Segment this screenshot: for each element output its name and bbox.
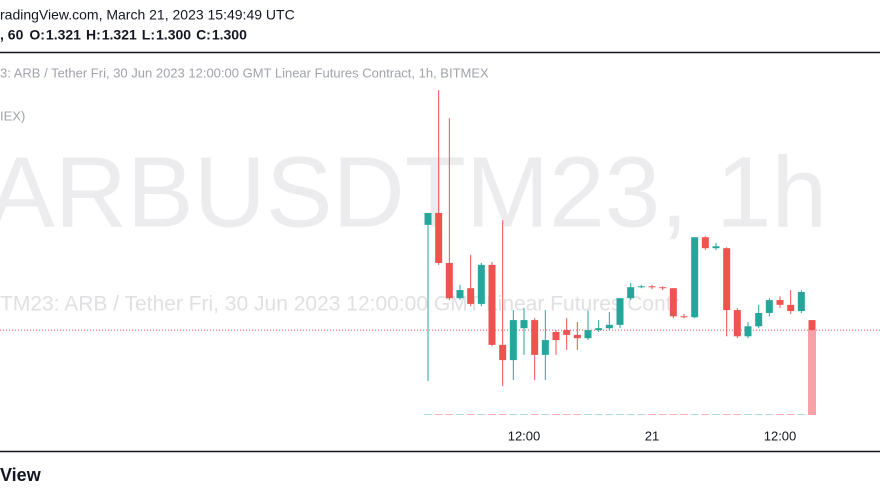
volume-bar	[616, 414, 625, 415]
candle-body	[616, 298, 624, 325]
candle-body	[701, 237, 709, 249]
candle-body	[755, 312, 763, 327]
candle-body	[744, 326, 752, 337]
volume-bar	[701, 414, 710, 415]
volume-bar	[456, 414, 465, 415]
volume-bar	[637, 414, 646, 415]
candle-body	[712, 246, 720, 249]
volume-bar	[488, 414, 497, 415]
watermark: ARBUSDTM23, 1h	[0, 136, 827, 248]
volume-bar	[797, 414, 806, 415]
candle-body	[520, 320, 528, 329]
candle-body	[563, 330, 571, 335]
volume-bar	[552, 414, 561, 415]
volume-bar	[744, 414, 753, 415]
volume-bar	[509, 414, 518, 415]
ohlc-label: H:	[86, 27, 101, 43]
volume-bar	[530, 414, 539, 415]
candle-body	[808, 320, 816, 331]
volume-bar	[712, 414, 721, 415]
volume-bar	[594, 414, 603, 415]
legend-text: 3: ARB / Tether Fri, 30 Jun 2023 12:00:0…	[0, 65, 489, 80]
x-tick-label: 12:00	[764, 428, 797, 443]
volume-bar	[690, 414, 699, 415]
candle-body	[435, 212, 443, 263]
candle-body	[424, 212, 432, 225]
candle-body	[541, 340, 549, 355]
volume-bar	[722, 414, 731, 415]
candle-body	[691, 237, 699, 318]
ohlc-label: O:	[29, 27, 45, 43]
candle-body	[723, 248, 731, 311]
volume-bar	[765, 414, 774, 415]
volume-bar	[776, 414, 785, 415]
volume-bar	[658, 414, 667, 415]
candle-body	[733, 310, 741, 337]
candle-body	[605, 324, 613, 329]
ohlc-value: 1.300	[212, 27, 247, 43]
candle-body	[787, 304, 795, 312]
candle-body	[776, 300, 784, 305]
candle-body	[488, 264, 496, 345]
candle-body	[680, 316, 688, 318]
volume-bar	[424, 414, 432, 415]
volume-bar	[733, 414, 742, 415]
volume-bar	[626, 414, 635, 415]
volume-bar	[466, 414, 475, 415]
volume-bar	[605, 414, 614, 415]
volume-bar	[648, 414, 657, 415]
candle-body	[584, 330, 592, 339]
candle-body	[477, 264, 485, 304]
volume-bar	[562, 414, 571, 415]
candle-body	[531, 320, 539, 355]
volume-bar	[445, 414, 454, 415]
volume-bar	[520, 414, 529, 415]
candle-body	[765, 300, 773, 313]
candle-body	[499, 344, 507, 361]
volume-bar	[680, 414, 689, 415]
volume-bar	[808, 330, 817, 415]
candle-body	[456, 290, 464, 299]
plot: 12:00 21 12:00	[0, 90, 880, 443]
header-line-1: radingView.com, March 21, 2023 15:49:49 …	[0, 7, 295, 23]
volume-bar	[434, 414, 443, 415]
volume-bar	[754, 414, 763, 415]
watermark-subtitle: TM23: ARB / Tether Fri, 30 Jun 2023 12:0…	[0, 293, 679, 316]
candle-body	[659, 287, 667, 289]
x-tick-label: 12:00	[508, 428, 541, 443]
ohlc-label: L:	[142, 27, 155, 43]
candle-body	[637, 286, 645, 288]
volume-bar	[669, 414, 678, 415]
candle-body	[467, 288, 475, 304]
volume-bar	[498, 414, 507, 415]
candle-body	[595, 328, 603, 331]
candle-body	[552, 332, 560, 341]
ohlc-label: C:	[196, 27, 211, 43]
volume-bar	[584, 414, 593, 415]
candle-body	[648, 286, 656, 288]
header-line-2: , 60 O: 1.321 H: 1.321 L: 1.300 C: 1.300	[0, 27, 247, 43]
candle-body	[669, 288, 677, 317]
volume-bar	[573, 414, 582, 415]
candle-body	[509, 320, 517, 361]
ohlc-value: 1.321	[102, 27, 137, 43]
x-tick-label: 21	[645, 428, 659, 443]
candle-body	[445, 262, 453, 299]
volume-bar	[541, 414, 550, 415]
candle-body	[627, 287, 635, 299]
footer-brand: View	[0, 465, 42, 485]
ohlc-value: 1.300	[156, 27, 191, 43]
ohlc-value: 1.321	[46, 27, 81, 43]
legend-text-2: IEX)	[0, 108, 25, 123]
volume-bar	[477, 414, 486, 415]
candle-body	[573, 334, 581, 339]
volume-bar	[786, 414, 795, 415]
interval: , 60	[0, 27, 24, 43]
candle-body	[797, 292, 805, 312]
